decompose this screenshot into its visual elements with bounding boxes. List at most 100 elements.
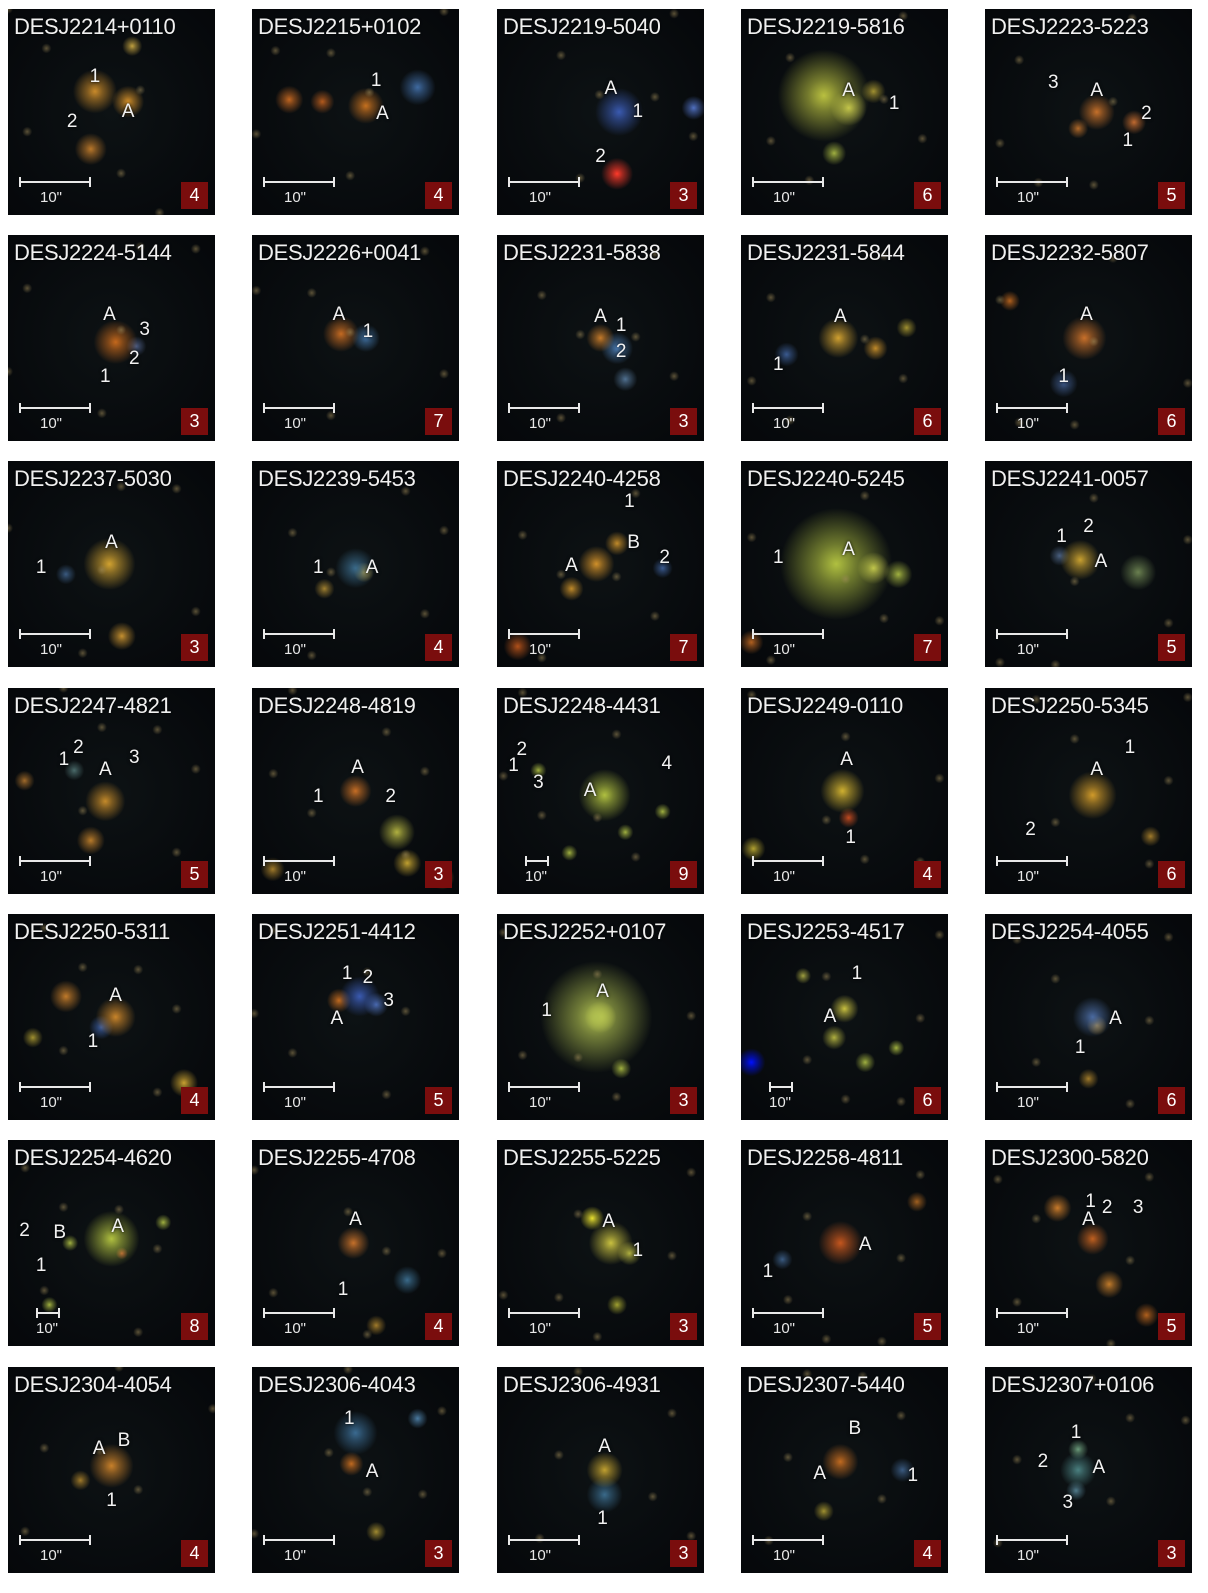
panel-title: DESJ2248-4431 [503, 693, 661, 718]
scale-label: 10" [284, 1320, 307, 1337]
image-label: A [840, 749, 853, 771]
lens-candidate-panel: DESJ2231-5844 A 1 10" 6 [741, 235, 948, 441]
grade-badge: 4 [425, 634, 452, 661]
scale-bar [263, 177, 335, 187]
image-label: A [1080, 304, 1093, 326]
image-label: 2 [1141, 103, 1152, 125]
image-label: A [602, 1211, 616, 1233]
scale-bar [508, 1308, 580, 1318]
sky-image [985, 688, 1192, 894]
lens-candidate-panel: DESJ2231-5838 A 1 2 10" 3 [497, 235, 704, 441]
image-label: 3 [139, 318, 150, 340]
image-label: A [604, 78, 618, 100]
grade-badge: 6 [914, 1087, 941, 1114]
image-label: B [627, 532, 640, 554]
image-label: 1 [312, 557, 324, 579]
scale-label: 10" [1017, 189, 1040, 206]
grade-badge: 7 [670, 634, 697, 661]
scale-label: 10" [769, 1094, 792, 1111]
sky-image [8, 9, 215, 215]
image-label: 1 [1058, 366, 1069, 388]
grade-badge: 6 [914, 408, 941, 435]
lens-candidate-panel: DESJ2248-4431 2 1 3 A 4 10" 9 [497, 688, 704, 894]
image-label: 1 [341, 962, 353, 984]
panel-title: DESJ2307+0106 [991, 1372, 1155, 1397]
panel-title: DESJ2258-4811 [747, 1145, 903, 1170]
image-label: A [105, 532, 118, 554]
grade-badge: 5 [181, 861, 208, 888]
image-label: A [594, 306, 607, 328]
sky-image [741, 1367, 948, 1573]
grade-badge: 3 [670, 408, 697, 435]
scale-bar [19, 629, 91, 639]
image-label: B [848, 1417, 862, 1439]
image-label: 1 [1056, 526, 1067, 548]
grade-badge: 3 [670, 1087, 697, 1114]
sky-image [497, 1140, 704, 1346]
grade-badge: 7 [914, 634, 941, 661]
image-label: 2 [516, 738, 528, 760]
image-label: 1 [508, 755, 519, 777]
scale-bar [996, 1308, 1068, 1318]
scale-label: 10" [284, 189, 307, 206]
image-label: A [1082, 1209, 1095, 1231]
image-label: 1 [624, 491, 635, 513]
lens-candidate-panel: DESJ2214+0110 1 2 A 10" 4 [8, 9, 215, 215]
scale-bar [508, 1535, 580, 1545]
image-label: B [117, 1430, 131, 1452]
scale-label: 10" [40, 189, 63, 206]
sky-image [252, 461, 459, 667]
image-label: 1 [370, 70, 382, 92]
scale-label: 10" [1017, 641, 1040, 658]
scale-bar [19, 1535, 91, 1545]
lens-candidate-panel: DESJ2240-4258 1 B 2 A 10" 7 [497, 461, 704, 667]
image-label: A [103, 304, 116, 326]
scale-bar [19, 403, 91, 413]
lens-candidate-panel: DESJ2254-4620 2 B A 1 10" 8 [8, 1140, 215, 1346]
grade-badge: 6 [1158, 861, 1185, 888]
image-label: 1 [597, 1508, 608, 1530]
lens-candidate-panel: DESJ2255-5225 A 1 10" 3 [497, 1140, 704, 1346]
sky-image [985, 914, 1192, 1120]
grade-badge: 4 [425, 1313, 452, 1340]
grade-badge: 9 [670, 861, 697, 888]
image-label: 3 [533, 771, 544, 793]
grade-badge: 8 [181, 1313, 208, 1340]
sky-image [8, 461, 215, 667]
scale-bar [263, 1308, 335, 1318]
panel-title: DESJ2224-5144 [14, 240, 172, 265]
lens-candidate-panel: DESJ2250-5311 A 1 10" 4 [8, 914, 215, 1120]
lens-candidate-panel: DESJ2219-5816 A 1 10" 6 [741, 9, 948, 215]
sky-image [8, 688, 215, 894]
lens-candidate-panel: DESJ2239-5453 1 A 10" 4 [252, 461, 459, 667]
image-label: 1 [1070, 1421, 1082, 1443]
image-label: 1 [772, 546, 784, 568]
image-label: 1 [99, 366, 111, 388]
grade-badge: 3 [670, 1540, 697, 1567]
scale-label: 10" [284, 868, 307, 885]
image-label: A [365, 557, 379, 579]
lens-candidate-panel: DESJ2304-4054 A B 1 10" 4 [8, 1367, 215, 1573]
image-label: 1 [362, 320, 374, 342]
image-label: A [98, 759, 112, 781]
image-label: 4 [661, 753, 673, 775]
image-label: A [1094, 550, 1108, 572]
sky-image [497, 461, 704, 667]
grade-badge: 5 [1158, 1313, 1185, 1340]
image-label: 3 [1062, 1491, 1074, 1513]
lens-candidate-panel: DESJ2240-5245 1 A 10" 7 [741, 461, 948, 667]
scale-bar [996, 629, 1068, 639]
sky-image [8, 235, 215, 441]
scale-bar [996, 1535, 1068, 1545]
scale-bar [508, 403, 580, 413]
grade-badge: 5 [425, 1087, 452, 1114]
image-label: A [349, 1209, 362, 1231]
grade-badge: 6 [1158, 408, 1185, 435]
sky-image [497, 9, 704, 215]
scale-bar [752, 856, 824, 866]
image-label: 3 [1048, 72, 1059, 94]
image-label: 1 [772, 353, 784, 375]
scale-bar [19, 856, 91, 866]
image-label: 2 [659, 546, 670, 568]
image-label: 1 [58, 749, 70, 771]
